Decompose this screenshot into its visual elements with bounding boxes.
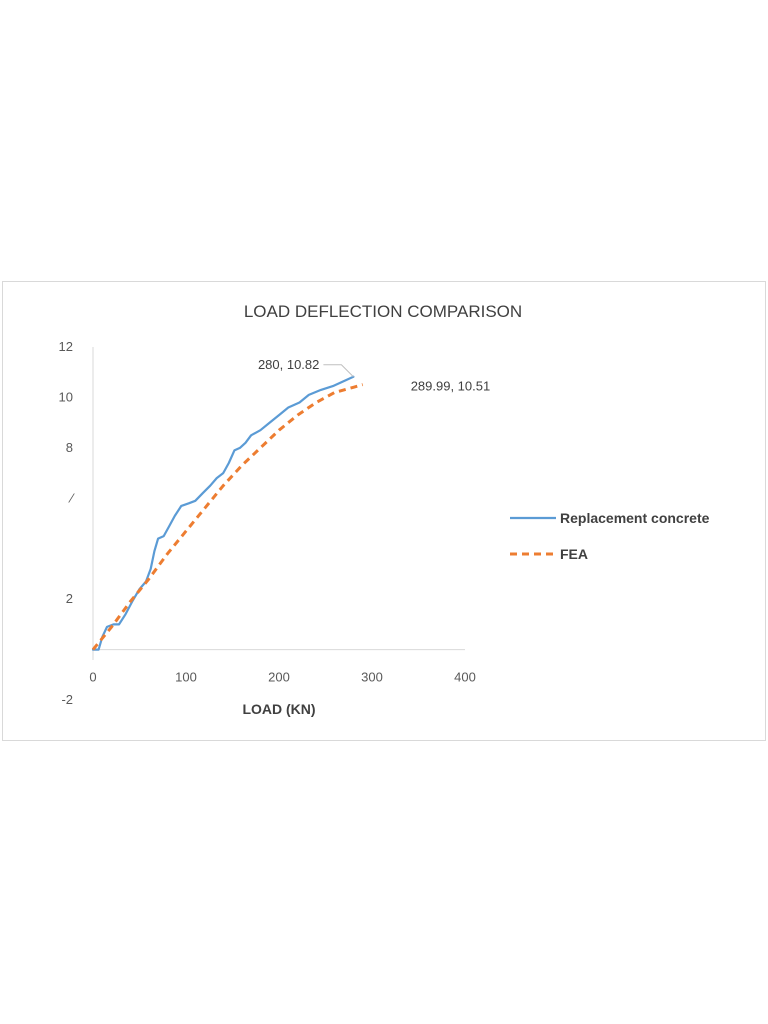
series-lines: [91, 375, 364, 651]
series-line-fea: [91, 383, 364, 651]
data-label: 280, 10.82: [258, 357, 319, 372]
data-label: 289.99, 10.51: [411, 379, 491, 394]
x-tick-label: 200: [268, 670, 290, 685]
y-tick-label: 10: [59, 389, 73, 404]
y-tick-label: -2: [61, 692, 73, 707]
x-tick-label: 300: [361, 670, 383, 685]
legend-label: Replacement concrete: [560, 510, 710, 526]
x-tick-label: 400: [454, 670, 476, 685]
y-tick-label: 2: [66, 591, 73, 606]
x-tick-label: 0: [89, 670, 96, 685]
y-tick-label: 8: [66, 440, 73, 455]
chart-frame: [2, 281, 766, 741]
data-labels: 280, 10.82 289.99, 10.51: [258, 357, 490, 394]
legend: Replacement concrete FEA: [510, 510, 710, 562]
legend-label: FEA: [560, 546, 588, 562]
y-tick-label: ⁄: [68, 490, 75, 505]
y-tick-labels: 12 10 8 ⁄ 2 -2: [59, 339, 75, 707]
y-tick-label: 12: [59, 339, 73, 354]
data-label-leader: [323, 364, 354, 378]
series-line-replacement-concrete: [91, 375, 355, 651]
x-tick-labels: 0 100 200 300 400: [89, 670, 475, 685]
chart-title: LOAD DEFLECTION COMPARISON: [244, 302, 522, 321]
x-axis-title: LOAD (KN): [242, 701, 315, 717]
x-tick-label: 100: [175, 670, 197, 685]
